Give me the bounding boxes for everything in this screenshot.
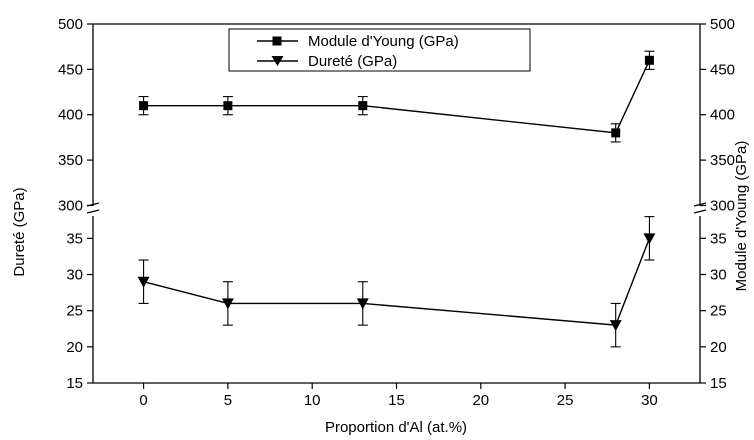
legend-marker-triangle	[271, 56, 284, 66]
data-point-square	[139, 101, 149, 111]
x-tick-label: 25	[557, 392, 574, 409]
y-tick-label-left: 35	[66, 230, 83, 247]
y-axis-label-left: Dureté (GPa)	[11, 187, 28, 276]
data-point-triangle	[137, 276, 150, 288]
x-axis-ticks: 0 5 10 15 20 25 30	[139, 383, 658, 409]
left-axis-break-mark	[86, 202, 100, 214]
y-tick-label-left: 20	[66, 339, 83, 356]
right-axis-break-mark	[693, 202, 707, 214]
series-modulus	[138, 50, 655, 143]
y-tick-label-right: 500	[710, 16, 735, 33]
data-point-square	[223, 101, 233, 111]
x-tick-label: 15	[388, 392, 405, 409]
y-axis-ticks: 300 300 350 350 400 400 450 450 500 500 15 15 20 20 25…	[58, 16, 735, 392]
y-tick-label-right: 300	[710, 197, 735, 214]
x-tick-label: 30	[641, 392, 658, 409]
data-point-triangle	[356, 298, 369, 310]
series-hardness	[137, 216, 656, 348]
data-point-square	[611, 128, 621, 138]
data-point-triangle	[643, 233, 656, 245]
x-tick-label: 0	[139, 392, 147, 409]
y-tick-label-left: 30	[66, 266, 83, 283]
x-tick-label: 5	[224, 392, 232, 409]
x-tick-label: 10	[304, 392, 321, 409]
y-tick-label-right: 30	[710, 266, 727, 283]
data-point-triangle	[221, 298, 234, 310]
y-tick-label-left: 350	[58, 152, 83, 169]
y-tick-label-right: 400	[710, 107, 735, 124]
y-tick-label-left: 300	[58, 197, 83, 214]
data-point-square	[358, 101, 368, 111]
legend-label-hardness: Dureté (GPa)	[308, 53, 397, 70]
series-line	[143, 238, 651, 326]
y-tick-label-left: 25	[66, 303, 83, 320]
legend-label-modulus: Module d'Young (GPa)	[308, 33, 459, 50]
y-tick-label-right: 20	[710, 339, 727, 356]
y-axis-label-right: Module d'Young (GPa)	[733, 141, 750, 292]
x-tick-label: 20	[472, 392, 489, 409]
x-axis-label: Proportion d'Al (at.%)	[325, 419, 467, 436]
y-tick-label-right: 25	[710, 303, 727, 320]
data-point-square	[644, 55, 654, 65]
y-tick-label-left: 15	[66, 375, 83, 392]
legend-box	[228, 28, 531, 72]
legend-marker-square	[272, 36, 282, 46]
legend: Module d'Young (GPa) Dureté (GPa)	[228, 28, 531, 72]
y-tick-label-left: 400	[58, 107, 83, 124]
y-tick-label-right: 35	[710, 230, 727, 247]
y-tick-label-left: 500	[58, 16, 83, 33]
plot-frame	[86, 23, 707, 384]
series-layer	[137, 50, 656, 348]
y-tick-label-right: 350	[710, 152, 735, 169]
y-tick-label-left: 450	[58, 61, 83, 78]
y-tick-label-right: 450	[710, 61, 735, 78]
y-tick-label-right: 15	[710, 375, 727, 392]
data-point-triangle	[609, 320, 622, 332]
